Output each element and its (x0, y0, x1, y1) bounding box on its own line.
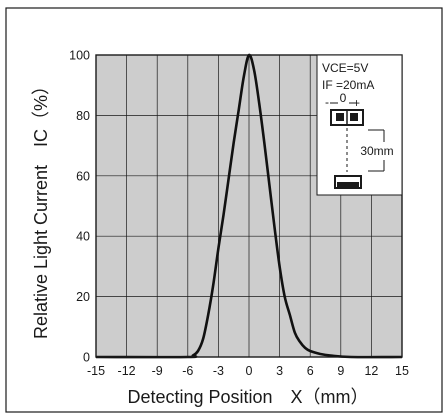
y-tick-label: 60 (76, 169, 90, 183)
x-tick-label: 3 (276, 364, 283, 378)
x-tick-label: -12 (118, 364, 136, 378)
distance-label-bg (354, 142, 400, 160)
y-axis-title: Relative Light Current IC（%） (31, 77, 51, 339)
x-tick-label: -9 (152, 364, 163, 378)
reflector-icon (334, 175, 362, 189)
x-tick-label: -3 (213, 364, 224, 378)
x-tick-labels: -15 -12 -9 -6 -3 0 3 6 9 12 15 (87, 364, 409, 378)
y-tick-labels: 0 20 40 60 80 100 (69, 49, 90, 365)
offset-label: 0 (340, 91, 347, 105)
x-tick-label: 6 (307, 364, 314, 378)
minus-sign: - (325, 95, 329, 109)
distance-label: 30mm (360, 144, 393, 158)
series-line (95, 53, 403, 359)
legend-if: IF =20mA (322, 78, 374, 92)
y-tick-label: 40 (76, 230, 90, 244)
legend-box: VCE=5V IF =20mA 0 - + 30mm (316, 54, 403, 196)
x-tick-label: -15 (87, 364, 105, 378)
y-tick-label: 80 (76, 109, 90, 123)
y-tick-label: 20 (76, 290, 90, 304)
x-tick-label: 0 (246, 364, 253, 378)
x-tick-label: 15 (395, 364, 409, 378)
x-tick-label: 9 (337, 364, 344, 378)
sensor-icon (330, 109, 364, 126)
x-tick-label: -6 (182, 364, 193, 378)
y-tick-label: 100 (69, 49, 90, 63)
x-tick-label: 12 (364, 364, 378, 378)
x-axis-title: Detecting Position X（mm） (127, 387, 368, 407)
legend-vce: VCE=5V (322, 61, 368, 75)
y-tick-label: 0 (83, 351, 90, 365)
plot-frame (95, 54, 403, 358)
